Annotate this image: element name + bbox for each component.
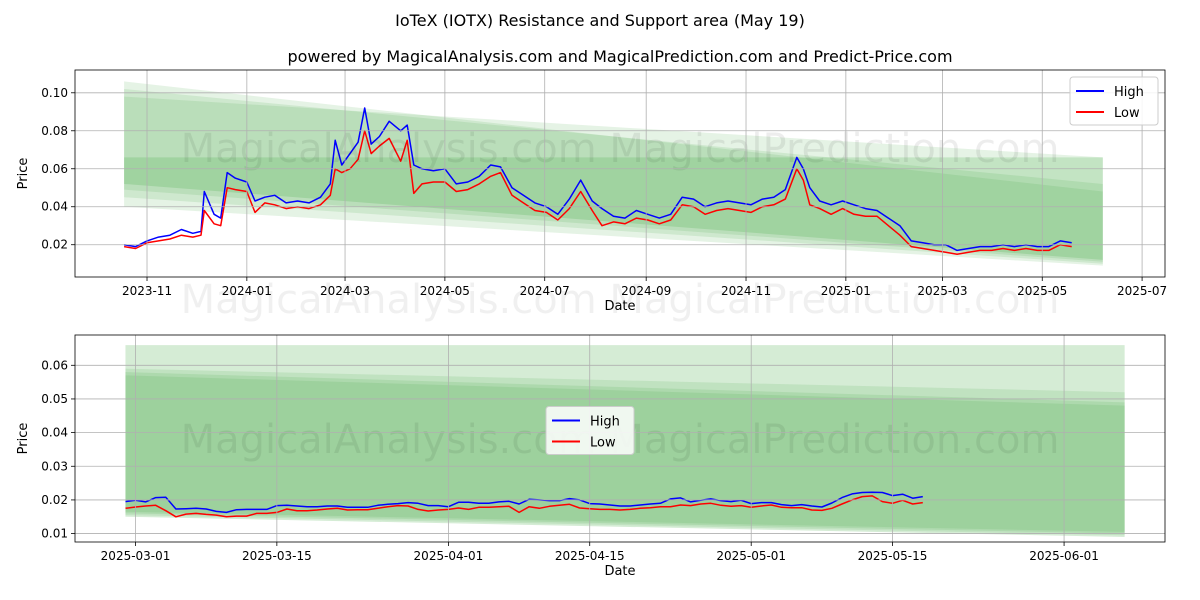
x-tick-label: 2025-03: [917, 284, 967, 298]
x-tick-label: 2024-05: [420, 284, 470, 298]
x-tick-label: 2025-03-01: [101, 549, 171, 563]
series-line-high: [125, 491, 923, 514]
y-tick-label: 0.03: [41, 459, 68, 473]
watermark: MagicalAnalysis.com MagicalPrediction.co…: [181, 277, 1060, 323]
y-tick-label: 0.05: [41, 392, 68, 406]
resistance-support-band-3: [124, 96, 1103, 262]
y-axis-label: Price: [16, 423, 31, 455]
x-tick-label: 2025-03-15: [242, 549, 312, 563]
legend: High Low: [545, 406, 635, 455]
legend-label-low: Low: [590, 436, 616, 451]
watermark: MagicalAnalysis.com MagicalPrediction.co…: [181, 126, 1060, 172]
y-tick-label: 0.02: [41, 238, 68, 252]
x-tick-label: 2025-05-01: [716, 549, 786, 563]
legend: High Low: [1069, 76, 1159, 126]
x-tick-label: 2024-11: [721, 284, 771, 298]
x-tick-label: 2025-05-15: [858, 549, 928, 563]
bottom-plot: MagicalAnalysis.com MagicalPrediction.co…: [16, 334, 1166, 579]
resistance-support-band-4: [124, 157, 1103, 260]
y-tick-label: 0.04: [41, 200, 68, 214]
y-tick-label: 0.04: [41, 426, 68, 440]
y-tick-label: 0.10: [41, 86, 68, 100]
x-tick-label: 2023-11: [122, 284, 172, 298]
top-plot: MagicalAnalysis.com MagicalPrediction.co…: [16, 69, 1167, 323]
legend-label-low: Low: [1114, 106, 1140, 121]
x-tick-label: 2025-07: [1117, 284, 1167, 298]
y-tick-label: 0.06: [41, 358, 68, 372]
y-tick-label: 0.08: [41, 124, 68, 138]
legend-label-high: High: [590, 415, 620, 430]
axes-frame: [74, 69, 1166, 278]
x-tick-label: 2024-07: [520, 284, 570, 298]
x-tick-label: 2025-06-01: [1029, 549, 1099, 563]
y-tick-label: 0.01: [41, 527, 68, 541]
x-tick-label: 2025-01: [821, 284, 871, 298]
y-tick-label: 0.02: [41, 493, 68, 507]
axes-frame: [74, 334, 1166, 543]
x-tick-label: 2024-09: [621, 284, 671, 298]
x-tick-label: 2024-01: [222, 284, 272, 298]
series-line-low: [125, 495, 923, 518]
legend-label-high: High: [1114, 85, 1144, 100]
y-axis-label: Price: [16, 158, 31, 190]
chart-subtitle: powered by MagicalAnalysis.com and Magic…: [287, 47, 952, 66]
x-axis-label: Date: [604, 564, 635, 579]
series-line-low: [123, 130, 1072, 255]
x-tick-label: 2025-05: [1017, 284, 1067, 298]
chart-title: IoTeX (IOTX) Resistance and Support area…: [395, 11, 805, 30]
x-axis-label: Date: [604, 299, 635, 314]
x-tick-label: 2024-03: [320, 284, 370, 298]
plot-area: [123, 81, 1103, 266]
x-tick-label: 2025-04-15: [555, 549, 625, 563]
x-tick-label: 2025-04-01: [414, 549, 484, 563]
y-tick-label: 0.06: [41, 162, 68, 176]
